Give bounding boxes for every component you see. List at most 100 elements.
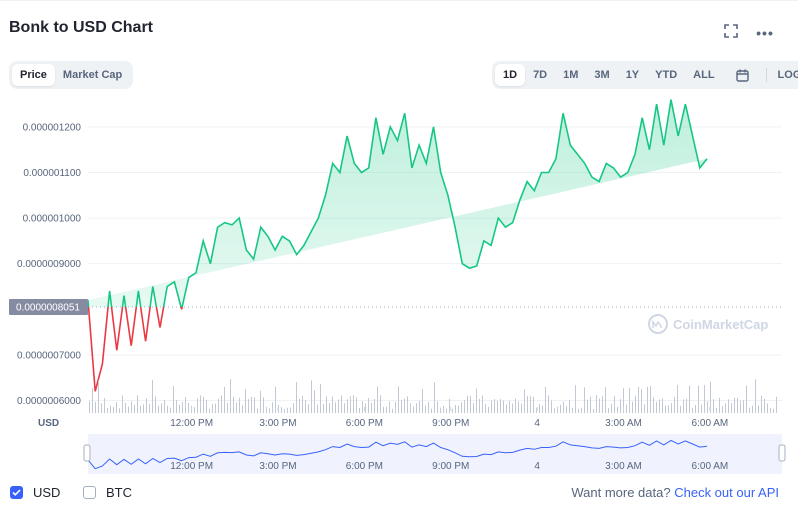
log-toggle[interactable]: LOG bbox=[777, 69, 798, 81]
fullscreen-icon[interactable] bbox=[722, 24, 740, 42]
tab-price[interactable]: Price bbox=[12, 64, 55, 86]
volume-bar bbox=[479, 398, 480, 413]
navigator-tick-label: 6:00 AM bbox=[692, 461, 729, 472]
volume-bar bbox=[620, 399, 621, 413]
volume-bar bbox=[599, 398, 600, 413]
range-3m[interactable]: 3M bbox=[594, 69, 610, 81]
volume-bar bbox=[266, 406, 267, 413]
coinmarketcap-logo-icon bbox=[648, 314, 668, 334]
volume-bar bbox=[761, 395, 762, 413]
volume-bars bbox=[89, 379, 777, 413]
volume-bar bbox=[380, 395, 381, 413]
volume-bar bbox=[638, 386, 639, 413]
volume-bar bbox=[254, 397, 255, 413]
volume-bar bbox=[413, 406, 414, 413]
volume-bar bbox=[644, 404, 645, 413]
volume-bar bbox=[101, 403, 102, 413]
btc-checkbox[interactable] bbox=[83, 486, 96, 499]
volume-bar bbox=[257, 408, 258, 413]
usd-checkbox[interactable] bbox=[10, 486, 23, 499]
volume-bar bbox=[122, 395, 123, 413]
volume-bar bbox=[131, 401, 132, 413]
range-1m[interactable]: 1M bbox=[563, 69, 579, 81]
volume-bar bbox=[227, 402, 228, 413]
volume-bar bbox=[344, 403, 345, 413]
volume-bar bbox=[362, 401, 363, 413]
volume-bar bbox=[428, 401, 429, 413]
volume-bar bbox=[317, 404, 318, 413]
volume-bar bbox=[494, 399, 495, 413]
volume-bar bbox=[392, 408, 393, 413]
volume-bar bbox=[713, 399, 714, 413]
price-chart: 0.000001200 0.000001100 0.000001000 0.00000… bbox=[9, 99, 786, 474]
volume-bar bbox=[320, 383, 321, 413]
volume-bar bbox=[296, 381, 297, 413]
range-1d[interactable]: 1D bbox=[495, 64, 526, 86]
range-all[interactable]: ALL bbox=[693, 69, 715, 81]
volume-bar bbox=[623, 388, 624, 413]
volume-bar bbox=[449, 398, 450, 413]
reference-price-badge: 0.0000008051 bbox=[9, 298, 88, 315]
range-navigator[interactable]: 12:00 PM 3:00 PM 6:00 PM 9:00 PM 4 3:00 AM 6:0… bbox=[83, 434, 786, 474]
volume-bar bbox=[527, 396, 528, 413]
volume-bar bbox=[686, 398, 687, 413]
range-1y[interactable]: 1Y bbox=[625, 69, 640, 81]
volume-bar bbox=[716, 407, 717, 413]
volume-bar bbox=[407, 396, 408, 413]
api-link[interactable]: Check out our API bbox=[674, 485, 779, 500]
volume-bar bbox=[338, 399, 339, 413]
volume-bar bbox=[239, 397, 240, 413]
chart-title: Bonk to USD Chart bbox=[9, 19, 153, 36]
volume-bar bbox=[212, 403, 213, 413]
volume-bar bbox=[308, 403, 309, 413]
volume-bar bbox=[161, 403, 162, 413]
range-7d[interactable]: 7D bbox=[533, 69, 548, 81]
navigator-left-handle[interactable] bbox=[83, 444, 91, 462]
volume-bar bbox=[326, 396, 327, 413]
volume-bar bbox=[581, 407, 582, 413]
currency-option-usd[interactable]: USD bbox=[10, 485, 60, 500]
range-ytd[interactable]: YTD bbox=[655, 69, 678, 81]
coinmarketcap-logo-mark bbox=[652, 319, 662, 328]
volume-bar bbox=[116, 402, 117, 413]
navigator-right-handle[interactable] bbox=[778, 444, 786, 462]
volume-bar bbox=[506, 404, 507, 413]
volume-bar bbox=[512, 403, 513, 413]
currency-option-btc[interactable]: BTC bbox=[83, 485, 132, 500]
volume-bar bbox=[167, 405, 168, 413]
volume-bar bbox=[707, 401, 708, 413]
volume-bar bbox=[758, 405, 759, 413]
usd-label: USD bbox=[33, 485, 61, 500]
volume-bar bbox=[389, 401, 390, 413]
volume-bar bbox=[260, 390, 261, 413]
volume-bar bbox=[440, 407, 441, 413]
tab-market-cap[interactable]: Market Cap bbox=[62, 69, 123, 81]
chart-type-tabs: Price Market Cap bbox=[9, 61, 134, 89]
volume-bar bbox=[149, 404, 150, 413]
volume-bar bbox=[485, 404, 486, 413]
x-tick-label: 9:00 PM bbox=[432, 418, 469, 429]
volume-bar bbox=[692, 408, 693, 413]
volume-bar bbox=[92, 388, 93, 413]
volume-bar bbox=[221, 395, 222, 413]
volume-bar bbox=[500, 399, 501, 413]
volume-bar bbox=[263, 397, 264, 413]
y-tick-label: 0.0000009000 bbox=[17, 259, 81, 270]
volume-bar bbox=[569, 399, 570, 413]
volume-bar bbox=[773, 408, 774, 413]
volume-bar bbox=[617, 406, 618, 413]
more-options-icon[interactable]: ••• bbox=[756, 25, 774, 41]
volume-bar bbox=[176, 399, 177, 413]
volume-bar bbox=[353, 395, 354, 413]
btc-label: BTC bbox=[106, 485, 132, 500]
volume-bar bbox=[626, 404, 627, 413]
volume-bar bbox=[164, 399, 165, 413]
calendar-icon[interactable] bbox=[723, 64, 763, 86]
navigator-tick-label: 4 bbox=[534, 461, 540, 472]
volume-bar bbox=[173, 386, 174, 413]
volume-bar bbox=[305, 400, 306, 413]
volume-bar bbox=[419, 401, 420, 413]
volume-bar bbox=[749, 407, 750, 413]
volume-bar bbox=[272, 402, 273, 413]
volume-bar bbox=[188, 402, 189, 413]
